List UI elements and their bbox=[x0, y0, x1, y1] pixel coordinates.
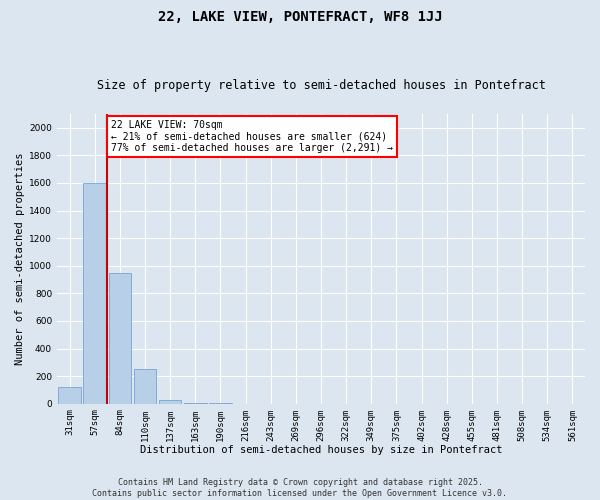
Bar bbox=[109, 272, 131, 404]
Text: Contains HM Land Registry data © Crown copyright and database right 2025.
Contai: Contains HM Land Registry data © Crown c… bbox=[92, 478, 508, 498]
Bar bbox=[83, 183, 106, 404]
Title: Size of property relative to semi-detached houses in Pontefract: Size of property relative to semi-detach… bbox=[97, 79, 545, 92]
Bar bbox=[184, 402, 206, 404]
Text: 22, LAKE VIEW, PONTEFRACT, WF8 1JJ: 22, LAKE VIEW, PONTEFRACT, WF8 1JJ bbox=[158, 10, 442, 24]
Y-axis label: Number of semi-detached properties: Number of semi-detached properties bbox=[15, 152, 25, 365]
Bar bbox=[134, 368, 157, 404]
X-axis label: Distribution of semi-detached houses by size in Pontefract: Distribution of semi-detached houses by … bbox=[140, 445, 502, 455]
Bar bbox=[58, 387, 81, 404]
Text: 22 LAKE VIEW: 70sqm
← 21% of semi-detached houses are smaller (624)
77% of semi-: 22 LAKE VIEW: 70sqm ← 21% of semi-detach… bbox=[110, 120, 392, 152]
Bar bbox=[159, 400, 181, 404]
